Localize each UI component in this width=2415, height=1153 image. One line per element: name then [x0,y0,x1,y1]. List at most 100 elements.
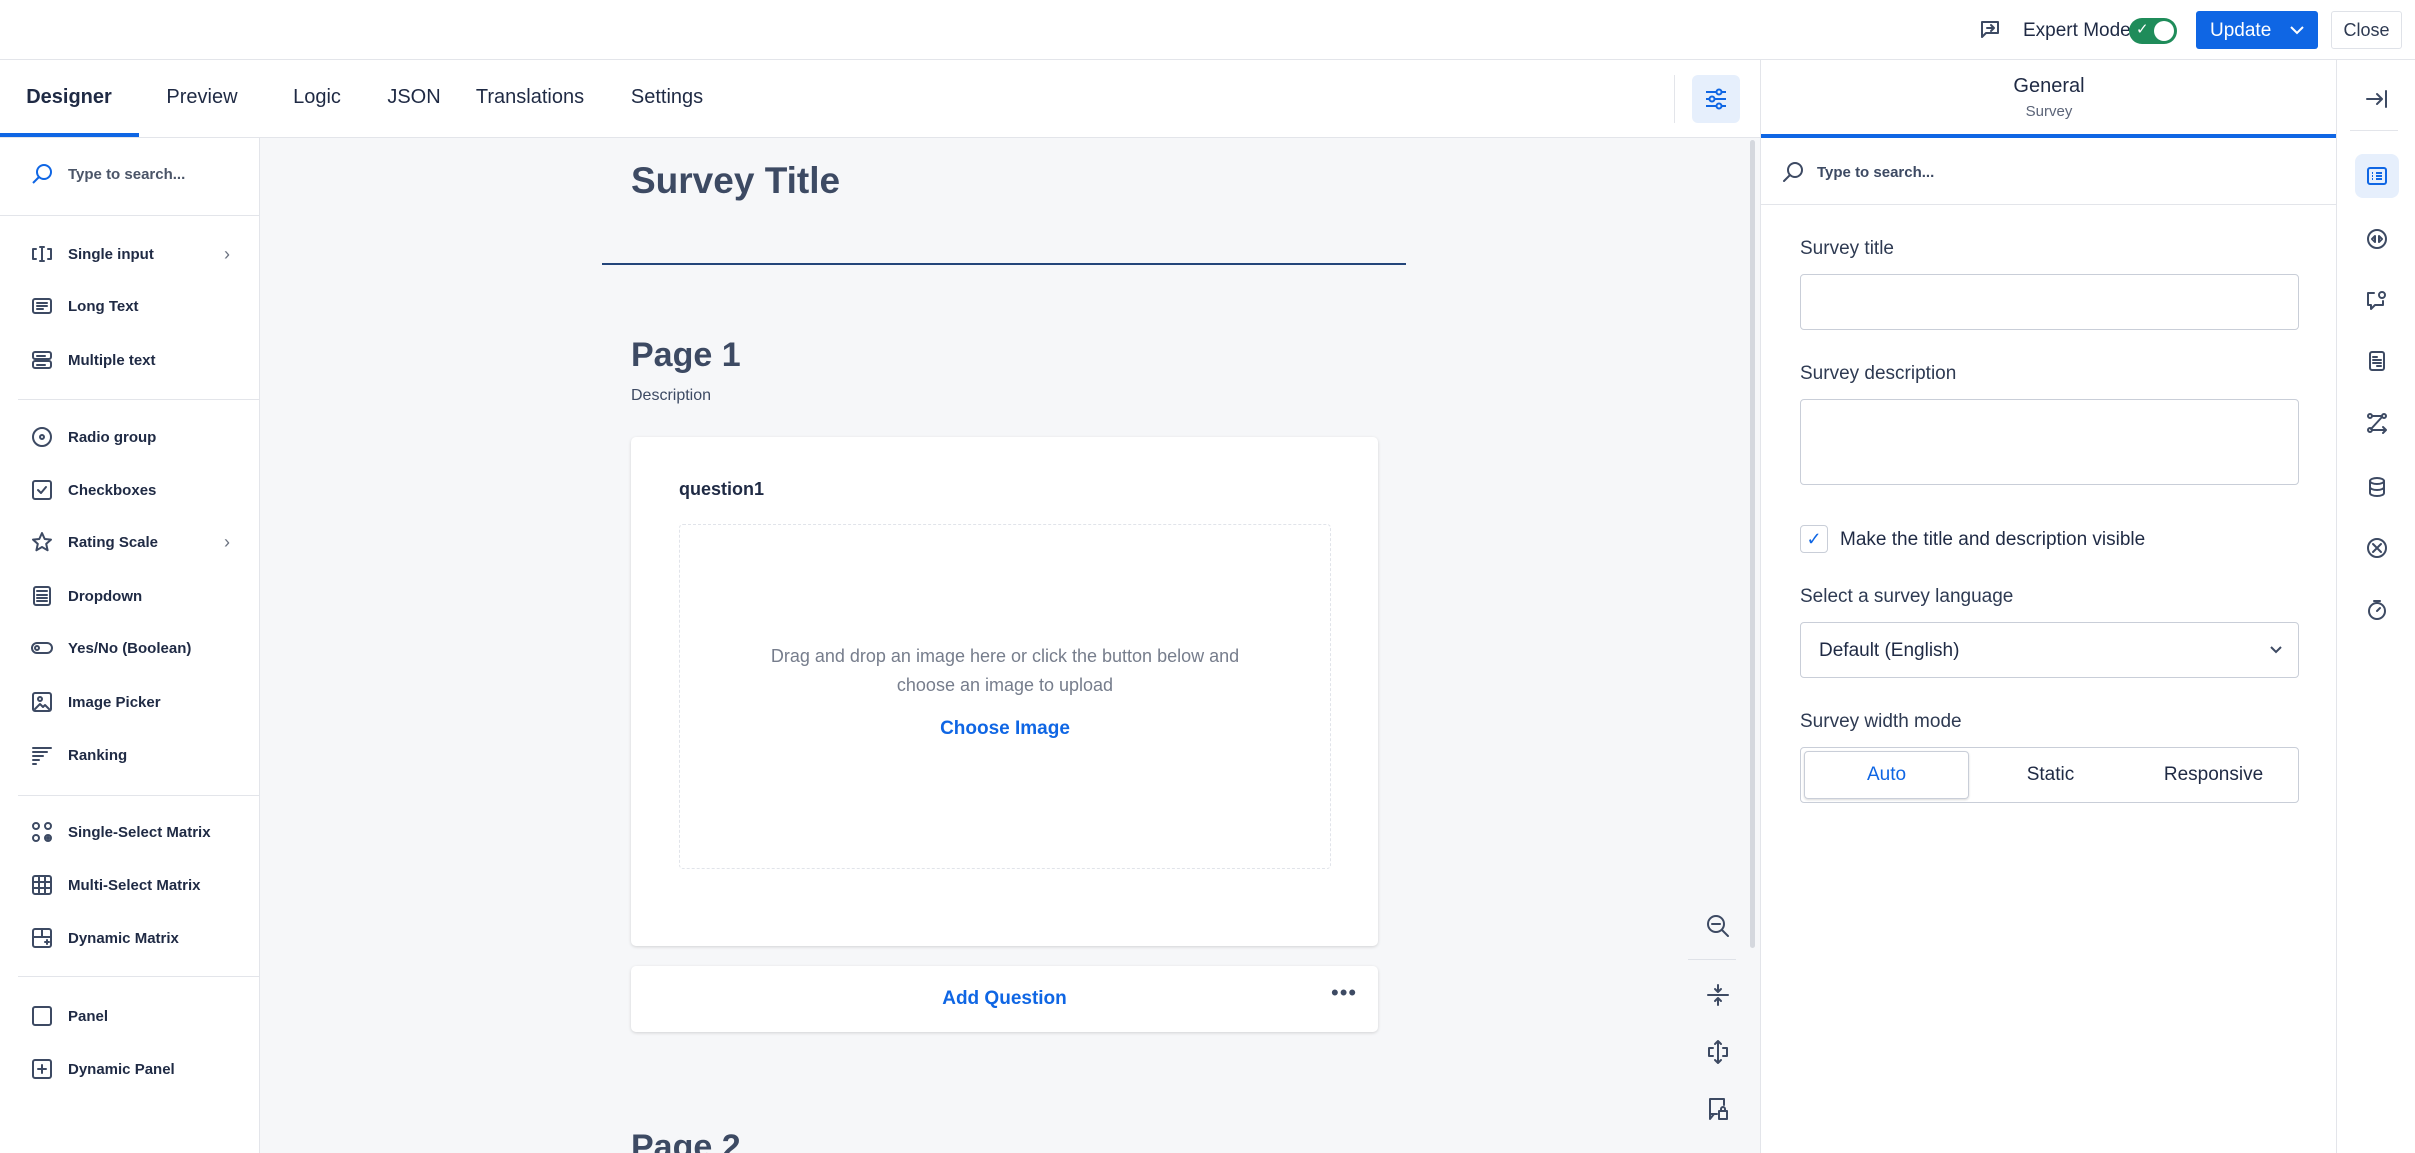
tab-bar: Designer Preview Logic JSON Translations… [0,60,1760,138]
category-navigation-icon[interactable] [2355,217,2399,261]
toolbox-item-label: Panel [68,1007,109,1025]
panel-subtitle: Survey [2025,103,2073,120]
divider [1761,204,2337,205]
category-general-icon[interactable] [2355,154,2399,198]
image-dropzone[interactable]: Drag and drop an image here or click the… [679,524,1331,869]
toolbox-item-label: Checkboxes [68,481,157,499]
close-button[interactable]: Close [2331,11,2402,49]
toolbox-item-label: Dynamic Matrix [68,929,179,947]
page2-title[interactable]: Page 2 [631,1128,741,1153]
toolbox-item-yes-no-boolean[interactable]: Yes/No (Boolean) [30,628,240,668]
panel-icon [32,1006,52,1026]
tab-preview[interactable]: Preview [166,86,238,108]
question-card[interactable]: question1 Drag and drop an image here or… [631,437,1378,946]
category-pages-icon[interactable] [2355,339,2399,383]
lock-question-icon[interactable] [1700,1091,1736,1127]
presentation-icon[interactable] [1978,18,2002,42]
page1-description[interactable]: Description [631,387,712,404]
divider [2350,130,2398,131]
toggle-knob [2154,21,2174,41]
active-tab-indicator [0,133,139,137]
search-icon [1783,162,1803,182]
width-mode-responsive[interactable]: Responsive [2163,764,2264,785]
toolbox-search[interactable]: Type to search... [30,162,185,186]
ranking-icon [32,747,52,765]
property-search[interactable]: Type to search... [1781,160,1934,184]
show-title-checkbox[interactable]: ✓ [1800,525,1828,553]
tab-json[interactable]: JSON [387,86,441,108]
property-category-ribbon [2336,60,2415,1153]
collapse-panel-icon[interactable] [2355,77,2399,121]
tab-translations[interactable]: Translations [475,86,585,108]
toolbox-item-multi-select-matrix[interactable]: Multi-Select Matrix [30,865,240,905]
divider [1674,75,1675,123]
toolbox-item-dynamic-panel[interactable]: Dynamic Panel [30,1049,240,1089]
category-logic-icon[interactable] [2355,401,2399,445]
category-validation-icon[interactable] [2355,526,2399,570]
toolbox-item-long-text[interactable]: Long Text [30,286,240,326]
toolbox-item-label: Yes/No (Boolean) [68,639,192,657]
add-question-button[interactable]: Add Question [942,988,1067,1009]
sliders-icon [1706,88,1726,110]
property-grid-toggle-button[interactable] [1692,75,1740,123]
multiple-text-icon [32,351,52,369]
language-dropdown[interactable]: Default (English) [1800,622,2299,678]
toolbox-item-label: Rating Scale [68,533,159,551]
tab-settings[interactable]: Settings [630,86,704,108]
image-picker-icon [32,692,52,712]
checkbox-icon [32,480,52,500]
toolbox-search-placeholder[interactable]: Type to search... [68,165,186,183]
title-underline [602,263,1406,265]
toolbox-item-dynamic-matrix[interactable]: Dynamic Matrix [30,918,240,958]
matrix-single-icon [32,822,52,842]
toolbox-item-label: Radio group [68,428,157,446]
survey-title[interactable]: Survey Title [631,160,841,201]
top-bar: Expert Mode ✓ Update Close [0,0,2415,60]
survey-description-textarea[interactable] [1800,399,2299,485]
toolbox-item-single-select-matrix[interactable]: Single-Select Matrix [30,812,240,852]
toolbox-item-panel[interactable]: Panel [30,996,240,1036]
tab-designer[interactable]: Designer [26,86,112,108]
divider [1688,959,1736,960]
width-mode-static[interactable]: Static [2026,764,2075,785]
comment-icon [32,298,52,314]
divider [18,399,260,400]
expand-all-icon[interactable] [1700,1034,1736,1070]
more-options-icon[interactable]: ••• [1331,980,1358,1005]
toggle-icon [31,642,53,654]
choose-image-button[interactable]: Choose Image [940,718,1070,739]
question-title[interactable]: question1 [679,479,765,499]
category-question-settings-icon[interactable] [2355,278,2399,322]
category-timer-icon[interactable] [2355,588,2399,632]
scrollbar[interactable] [1750,140,1755,948]
survey-title-input[interactable] [1800,274,2299,330]
chevron-right-icon[interactable]: › [224,531,230,552]
chevron-right-icon[interactable]: › [224,243,230,264]
divider [0,215,260,216]
show-title-label[interactable]: Make the title and description visible [1840,529,2146,550]
width-mode-label: Survey width mode [1800,711,1962,732]
zoom-out-icon[interactable] [1700,908,1736,944]
toolbox-item-rating-scale[interactable]: Rating Scale › [30,522,240,562]
toolbox-item-checkboxes[interactable]: Checkboxes [30,470,240,510]
toolbox-item-image-picker[interactable]: Image Picker [30,682,240,722]
expert-mode-toggle[interactable]: ✓ [2129,18,2177,44]
toolbox-item-multiple-text[interactable]: Multiple text [30,340,240,380]
width-mode-auto[interactable]: Auto [1804,751,1969,799]
category-data-icon[interactable] [2355,465,2399,509]
toolbox-item-ranking[interactable]: Ranking [30,735,240,775]
toolbox-item-radio-group[interactable]: Radio group [30,417,240,457]
toolbox-item-dropdown[interactable]: Dropdown [30,576,240,616]
toolbox-item-label: Image Picker [68,693,161,711]
expert-mode-label: Expert Mode [2023,20,2131,41]
property-search-placeholder[interactable]: Type to search... [1817,163,1935,181]
update-label: Update [2210,20,2272,41]
tab-logic[interactable]: Logic [293,86,341,108]
radio-icon [32,427,52,447]
update-button[interactable]: Update [2196,11,2318,49]
toolbox-item-single-input[interactable]: Single input › [30,234,240,274]
page1-title[interactable]: Page 1 [631,336,741,374]
chevron-down-icon[interactable] [2288,24,2306,36]
collapse-all-icon[interactable] [1700,977,1736,1013]
language-value: Default (English) [1819,640,1960,661]
